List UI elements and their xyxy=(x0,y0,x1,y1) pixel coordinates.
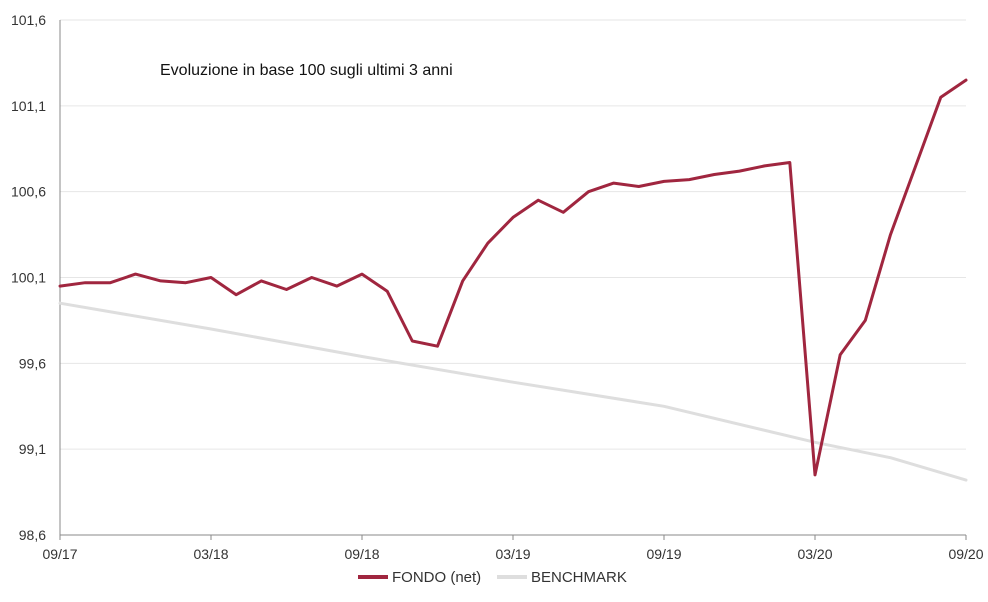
legend-item-fondo: FONDO (net) xyxy=(358,569,481,586)
x-tick-label: 09/18 xyxy=(344,546,379,562)
y-tick-label: 98,6 xyxy=(19,527,46,543)
x-tick-label: 09/20 xyxy=(948,546,983,562)
legend-label: FONDO (net) xyxy=(392,569,481,586)
grid-lines xyxy=(60,19,966,450)
y-tick-label: 100,1 xyxy=(11,270,46,286)
legend-label: BENCHMARK xyxy=(531,569,627,586)
legend-item-benchmark: BENCHMARK xyxy=(497,569,627,586)
y-tick-label: 101,6 xyxy=(11,12,46,28)
y-tick-label: 100,6 xyxy=(11,184,46,200)
y-tick-label: 99,6 xyxy=(19,355,46,371)
x-tick-label: 09/17 xyxy=(42,546,77,562)
chart-annotation: Evoluzione in base 100 sugli ultimi 3 an… xyxy=(160,62,453,79)
annotations: Evoluzione in base 100 sugli ultimi 3 an… xyxy=(160,62,453,79)
fondo-line xyxy=(58,78,968,477)
legend: FONDO (net) BENCHMARK xyxy=(358,569,627,586)
y-tick-label: 99,1 xyxy=(19,441,46,457)
axes: 98,6 99,1 99,6 100,1 100,6 101,1 101,6 09/17 03/… xyxy=(11,12,984,562)
y-tick-label: 101,1 xyxy=(11,98,46,114)
x-tick-label: 03/19 xyxy=(495,546,530,562)
benchmark-line xyxy=(58,301,968,482)
x-tick-label: 03/18 xyxy=(193,546,228,562)
x-tick-label: 09/19 xyxy=(646,546,681,562)
series-lines xyxy=(58,78,968,482)
x-tick-label: 03/20 xyxy=(797,546,832,562)
